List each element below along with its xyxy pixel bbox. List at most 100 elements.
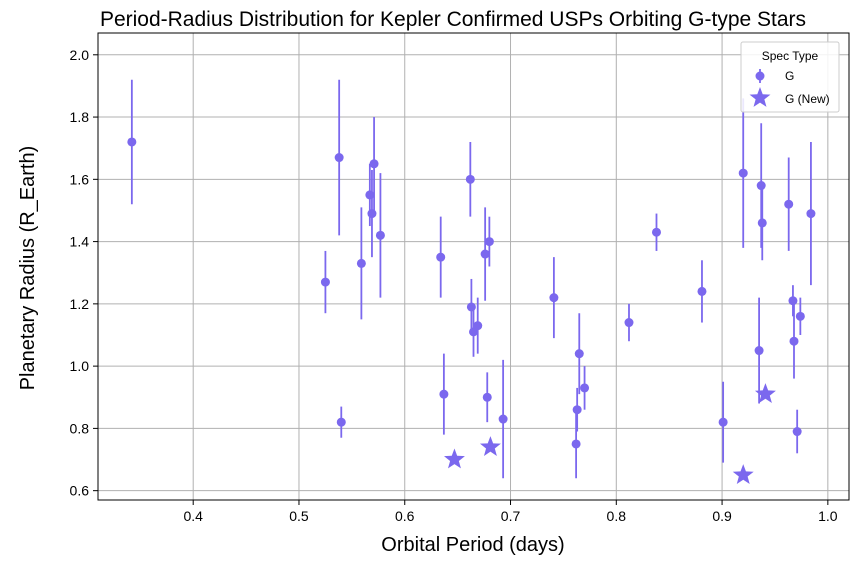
- chart-title: Period-Radius Distribution for Kepler Co…: [100, 8, 806, 31]
- point-marker: [756, 181, 766, 191]
- point-marker: [757, 218, 767, 228]
- data-point: [571, 409, 581, 479]
- data-point: [580, 366, 590, 410]
- data-point: [789, 303, 799, 379]
- data-point: [369, 117, 379, 211]
- x-tick-label: 0.4: [183, 508, 203, 524]
- point-marker: [334, 153, 344, 163]
- y-tick-label: 2.0: [70, 47, 90, 63]
- point-marker: [356, 258, 366, 268]
- x-tick-label: 0.9: [712, 508, 732, 524]
- legend-marker-g: [755, 69, 765, 83]
- data-point: [738, 98, 748, 248]
- data-point: [484, 216, 494, 267]
- point-marker: [375, 230, 385, 240]
- data-point: [795, 297, 805, 335]
- point-marker: [571, 439, 581, 449]
- new-point-star: [754, 383, 776, 404]
- point-marker: [572, 405, 582, 415]
- point-marker: [549, 293, 559, 303]
- data-point: [651, 213, 661, 251]
- data-point: [572, 387, 582, 432]
- data-point: [320, 250, 330, 314]
- new-point-star: [444, 448, 465, 469]
- data-point: [336, 406, 346, 438]
- point-marker: [127, 137, 137, 147]
- x-tick-label: 1.0: [818, 508, 838, 524]
- legend-label-g: G: [785, 69, 794, 83]
- point-marker: [498, 414, 508, 424]
- new-point-star: [479, 436, 501, 456]
- data-point: [482, 372, 492, 423]
- point-marker: [367, 209, 377, 219]
- y-tick-label: 0.6: [70, 483, 90, 499]
- point-marker: [651, 227, 661, 237]
- point-marker: [320, 277, 330, 287]
- legend: Spec Type G G (New): [740, 41, 840, 113]
- point-marker: [365, 190, 375, 200]
- x-tick-label: 0.7: [501, 508, 521, 524]
- data-point: [465, 141, 475, 217]
- point-marker: [738, 168, 748, 178]
- data-point: [367, 169, 377, 258]
- point-marker: [754, 346, 764, 356]
- data-point: [127, 79, 137, 205]
- point-marker: [465, 174, 475, 184]
- x-axis-label: Orbital Period (days): [381, 534, 564, 556]
- point-marker: [697, 286, 707, 296]
- data-point: [375, 173, 385, 298]
- data-point: [334, 79, 344, 236]
- data-point: [439, 353, 449, 435]
- legend-label-g-new: G (New): [785, 92, 830, 106]
- data-point: [473, 297, 483, 354]
- point-marker: [574, 349, 584, 359]
- data-point: [697, 260, 707, 323]
- data-point: [806, 141, 816, 286]
- point-marker: [336, 417, 346, 427]
- point-marker: [784, 199, 794, 209]
- axis-ticks: 0.4 0.5 0.6 0.7 0.8 0.9 1.0 0.6 0.8 1.0 1.2 1.4 1.6 1…: [70, 47, 838, 524]
- data-point: [624, 303, 634, 342]
- point-marker: [480, 249, 490, 259]
- y-tick-label: 1.4: [70, 234, 90, 250]
- data-points: [127, 79, 816, 484]
- point-marker: [806, 209, 816, 219]
- plot-frame: [97, 32, 850, 501]
- legend-title: Spec Type: [762, 49, 819, 63]
- point-marker: [482, 392, 492, 402]
- y-tick-label: 1.0: [70, 358, 90, 374]
- point-marker: [788, 296, 798, 306]
- point-marker: [484, 237, 494, 247]
- data-point: [480, 207, 490, 301]
- data-point: [356, 207, 366, 320]
- data-point: [549, 257, 559, 339]
- data-point: [792, 409, 802, 454]
- data-point: [784, 157, 794, 251]
- x-tick-label: 0.5: [289, 508, 309, 524]
- point-marker: [789, 336, 799, 346]
- y-tick-label: 1.8: [70, 109, 90, 125]
- point-marker: [436, 252, 446, 262]
- data-point: [757, 185, 767, 261]
- point-marker: [718, 417, 728, 427]
- legend-marker-g-new: [749, 87, 771, 107]
- point-marker: [624, 318, 634, 328]
- new-point-star: [732, 464, 754, 484]
- y-tick-label: 1.6: [70, 171, 90, 187]
- data-point: [498, 359, 508, 479]
- data-point: [788, 285, 798, 317]
- x-tick-label: 0.8: [607, 508, 627, 524]
- point-marker: [369, 159, 379, 169]
- y-axis-label: Planetary Radius (R_Earth): [17, 146, 39, 391]
- point-marker: [439, 389, 449, 399]
- data-point: [718, 381, 728, 463]
- point-marker: [466, 302, 476, 312]
- point-marker: [792, 427, 802, 437]
- y-tick-label: 1.2: [70, 296, 90, 312]
- data-point: [574, 313, 584, 395]
- data-point: [754, 297, 764, 404]
- y-tick-label: 0.8: [70, 420, 90, 436]
- point-marker: [795, 311, 805, 321]
